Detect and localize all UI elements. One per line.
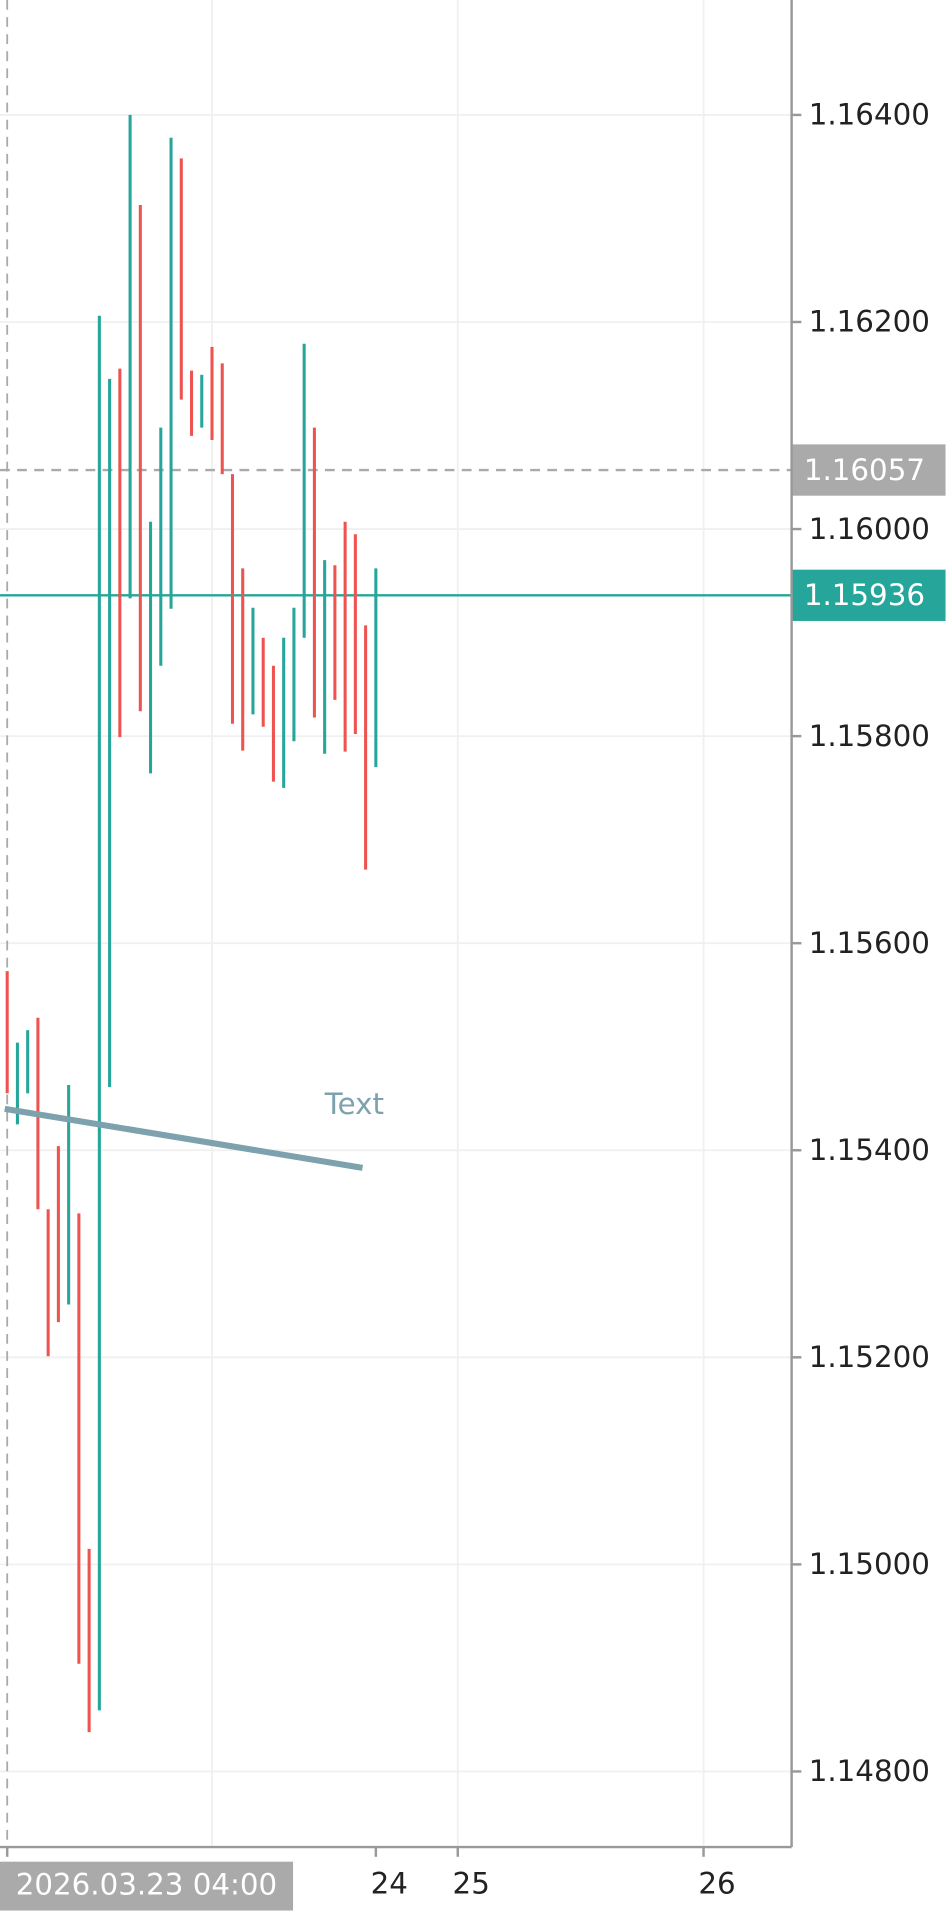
y-tick-label: 1.16200 [809, 305, 930, 339]
price-label-box [791, 444, 946, 496]
x-tick-label: 26 [698, 1866, 735, 1900]
y-tick-label: 1.16000 [809, 512, 930, 546]
y-tick-label: 1.16400 [809, 98, 930, 132]
y-tick-label: 1.15800 [809, 719, 930, 753]
price-label-box [791, 569, 946, 621]
x-tick-label: 25 [453, 1866, 490, 1900]
y-tick-label: 1.15400 [809, 1133, 930, 1167]
y-tick-label: 1.14800 [809, 1754, 930, 1788]
y-tick-label: 1.15000 [809, 1547, 930, 1581]
annotation: Text [324, 1087, 384, 1121]
y-tick-label: 1.15200 [809, 1340, 930, 1374]
crosshair-label-box [0, 1861, 294, 1911]
price-label: 1.15936 [804, 578, 925, 612]
y-tick-label: 1.15600 [809, 926, 930, 960]
price-label: 1.16057 [804, 453, 925, 487]
x-tick-label: 2026.03.23 04:00 [16, 1868, 277, 1902]
x-tick-label: 24 [371, 1866, 408, 1900]
trend-line [4, 1105, 364, 1171]
